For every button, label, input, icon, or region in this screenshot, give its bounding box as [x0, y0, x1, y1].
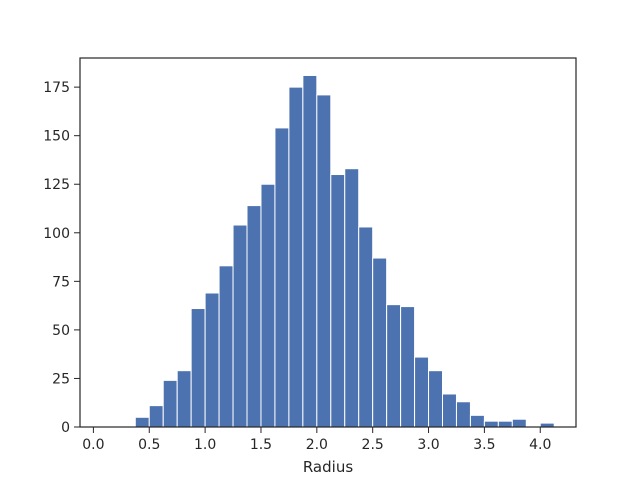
histogram-bar: [246, 205, 262, 428]
y-tick-label: 75: [52, 274, 70, 290]
x-tick-label: 0.0: [82, 437, 104, 453]
histogram-bar: [274, 127, 290, 428]
histogram-bar: [316, 94, 332, 428]
histogram-bar: [204, 292, 220, 428]
histogram-bar: [469, 414, 485, 428]
x-tick-label: 2.5: [362, 437, 384, 453]
x-tick-label: 4.0: [529, 437, 551, 453]
x-axis-label: Radius: [303, 458, 353, 476]
histogram-bar: [330, 174, 346, 428]
x-tick-label: 2.0: [306, 437, 328, 453]
histogram-bar: [455, 401, 471, 428]
histogram-bar: [148, 405, 164, 428]
histogram-bar: [302, 74, 318, 428]
histogram-bar: [386, 304, 402, 428]
x-axis-ticks: 0.0 0.5 1.0 1.5 2.0 2.5 3.0 3.5 4.0: [82, 427, 551, 453]
x-tick-label: 3.5: [473, 437, 495, 453]
y-tick-label: 50: [52, 323, 70, 339]
plot-frame: [79, 57, 577, 428]
y-tick-label: 25: [52, 371, 70, 387]
histogram-bar: [260, 183, 276, 428]
y-tick-label: 100: [43, 226, 70, 242]
y-tick-label: 175: [43, 80, 70, 96]
x-tick-label: 0.5: [138, 437, 160, 453]
x-tick-label: 3.0: [417, 437, 439, 453]
histogram-bar: [372, 257, 388, 428]
histogram-bar: [400, 306, 416, 428]
histogram-bar: [483, 420, 499, 428]
histogram-bar: [134, 416, 150, 428]
histogram-bar: [497, 420, 513, 428]
histogram-bar: [176, 370, 192, 428]
histogram-bar: [358, 226, 374, 428]
x-tick-label: 1.5: [250, 437, 272, 453]
bars-group: [134, 74, 555, 428]
histogram-bar: [428, 370, 444, 428]
histogram-bar: [218, 265, 234, 428]
x-tick-label: 1.0: [194, 437, 216, 453]
histogram-bar: [162, 379, 178, 428]
histogram-bar: [288, 86, 304, 428]
y-tick-label: 150: [43, 129, 70, 145]
histogram-bar: [511, 418, 527, 428]
histogram-bar: [442, 393, 457, 428]
histogram-bar: [344, 168, 360, 428]
histogram-bar: [232, 224, 248, 428]
y-tick-label: 0: [61, 420, 70, 436]
y-tick-label: 125: [43, 177, 70, 193]
y-axis-ticks: 0 25 50 75 100 125 150 175: [43, 80, 80, 436]
histogram-bar: [190, 308, 206, 428]
histogram-bar: [414, 356, 430, 428]
